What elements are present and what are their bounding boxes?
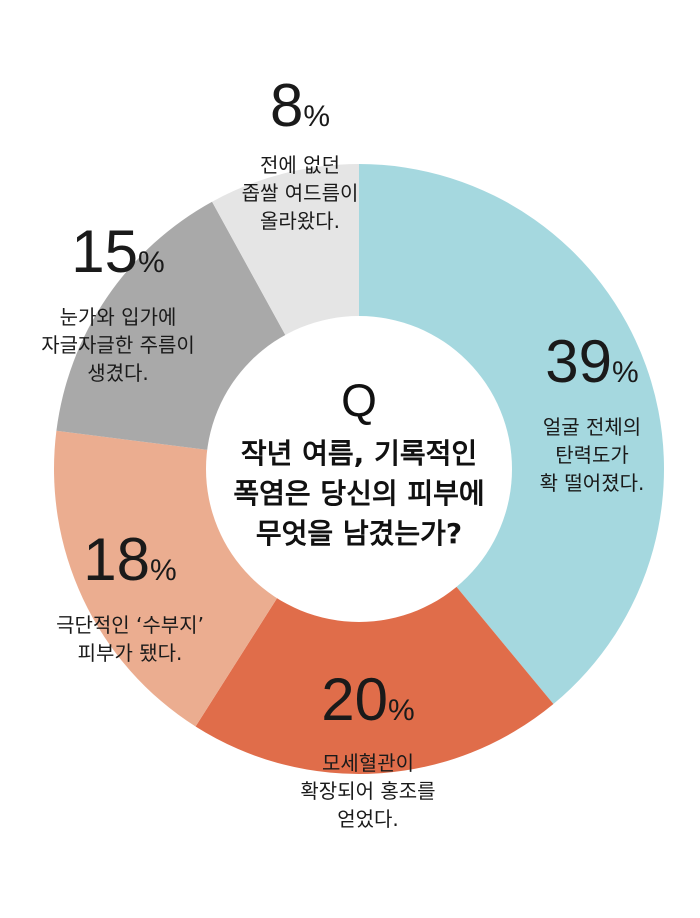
donut-hole [206, 316, 512, 622]
slice-label-1-line-1: 얼굴 전체의 [543, 415, 641, 439]
slice-label-5-line-1: 전에 없던 [260, 153, 340, 177]
slice-label-1-line-3: 확 떨어졌다. [540, 471, 645, 495]
slice-value-number: 18 [83, 526, 150, 593]
pie-slice-2 [195, 469, 554, 775]
slice-value-unit: % [303, 100, 330, 133]
slice-label-3-line-1: 극단적인 ‘수부지’ [56, 613, 204, 637]
slice-value-unit: % [612, 356, 639, 389]
question-mark: Q [341, 374, 377, 426]
slice-value-1: 39% [545, 328, 638, 395]
slice-label-3-line-2: 피부가 됐다. [78, 641, 183, 665]
slice-label-4-line-1: 눈가와 입가에 [60, 305, 177, 329]
slice-value-3: 18% [83, 526, 176, 593]
slice-label-4-line-2: 자글자글한 주름이 [41, 333, 195, 357]
question-line-2: 폭염은 당신의 피부에 [233, 477, 484, 510]
slice-label-1-line-2: 탄력도가 [555, 443, 629, 467]
slice-label-4-line-3: 생겼다. [87, 361, 149, 385]
slice-value-number: 15 [71, 218, 138, 285]
slice-value-unit: % [138, 246, 165, 279]
slice-value-4: 15% [71, 218, 164, 285]
question-line-3: 무엇을 남겼는가? [256, 517, 462, 550]
slice-value-2: 20% [321, 666, 414, 733]
slice-label-2-line-2: 확장되어 홍조를 [300, 779, 435, 803]
slice-value-number: 39 [545, 328, 612, 395]
slice-label-2-line-1: 모세혈관이 [322, 751, 414, 775]
slice-label-5-line-2: 좁쌀 여드름이 [242, 181, 359, 205]
question-line-1: 작년 여름, 기록적인 [241, 437, 477, 470]
slice-value-number: 20 [321, 666, 388, 733]
slice-value-number: 8 [270, 72, 303, 139]
slice-label-2-line-3: 얻었다. [337, 807, 399, 831]
pie-slice-1 [359, 164, 664, 705]
slice-value-unit: % [150, 554, 177, 587]
slice-value-5: 8% [270, 72, 330, 139]
slice-label-5-line-3: 올라왔다. [260, 209, 340, 233]
slice-value-unit: % [388, 694, 415, 727]
